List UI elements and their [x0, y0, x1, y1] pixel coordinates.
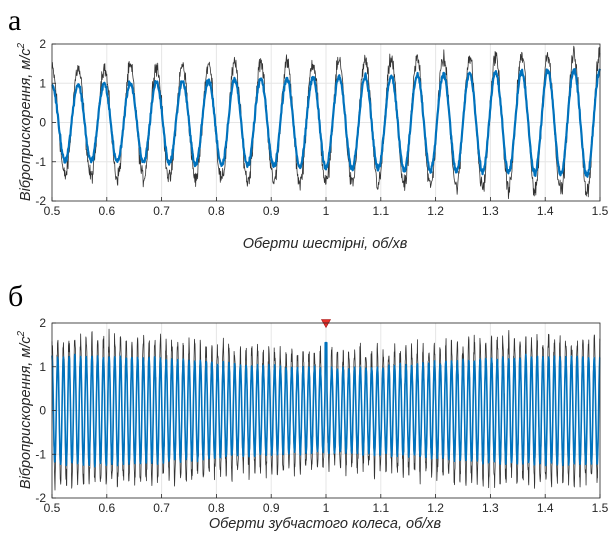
y-axis-label-a: Віброприскорення, м/с2 [16, 43, 34, 202]
panel-a: а 0.5 0.6 0.7 0.8 0.9 1 1.1 1.2 1.3 1.4 1.5 -2 -1 0 1 2… [8, 4, 609, 252]
data-a [51, 45, 602, 200]
y-axis-label-a-text: Віброприскорення, м/с [18, 48, 34, 201]
data-b [51, 319, 601, 491]
x-tick-label: 1.4 [537, 204, 554, 218]
y-tick-label: 0 [39, 404, 46, 418]
panel-b: б 0.5 0.6 0.7 0.8 0.9 1 1.1 1.2 1.3 1.4 1.5 -2 -1 0 1 2… [8, 280, 609, 532]
x-tick-label: 0.9 [263, 501, 280, 515]
peak-marker [320, 319, 332, 329]
x-tick-label: 1.2 [427, 501, 444, 515]
y-tick-label: -2 [35, 194, 46, 208]
x-tick-label: 0.8 [208, 501, 225, 515]
x-tick-label: 0.6 [98, 501, 115, 515]
x-tick-label: 0.7 [153, 204, 170, 218]
x-tick-label: 0.5 [44, 501, 61, 515]
x-tick-label: 1.5 [592, 204, 609, 218]
y-tick-label: -1 [35, 155, 46, 169]
x-tick-label: 1 [323, 501, 330, 515]
x-tick-label: 1 [323, 204, 330, 218]
y-axis-label-b-sup: 2 [16, 331, 27, 338]
panel-label-a: а [8, 4, 21, 37]
x-tick-label: 1.4 [537, 501, 554, 515]
series-filtered-line [51, 341, 601, 468]
y-tick-label: 2 [39, 316, 46, 330]
x-tick-label: 1.3 [482, 501, 499, 515]
x-tick-label: 0.8 [208, 204, 225, 218]
series-filtered-line [51, 68, 602, 178]
y-tick-label: -1 [35, 447, 46, 461]
x-tick-label: 0.7 [153, 501, 170, 515]
x-tick-label: 0.6 [98, 204, 115, 218]
x-tick-label: 0.5 [44, 204, 61, 218]
y-axis-label-a-sup: 2 [16, 43, 27, 50]
y-tick-label: 1 [39, 360, 46, 374]
x-tick-label: 1.5 [592, 501, 609, 515]
y-tick-label: 0 [39, 116, 46, 130]
x-axis-label-b: Оберти зубчастого колеса, об/хв [209, 516, 442, 532]
x-tick-label: 1.3 [482, 204, 499, 218]
ticks-a: 0.5 0.6 0.7 0.8 0.9 1 1.1 1.2 1.3 1.4 1.5 -2 -1 0 1 2 [35, 37, 608, 218]
series-raw-line [51, 45, 601, 200]
x-axis-label-a: Оберти шестірні, об/хв [243, 236, 408, 252]
y-tick-label: -2 [35, 491, 46, 505]
x-tick-label: 1.1 [372, 204, 389, 218]
y-tick-label: 2 [39, 37, 46, 51]
x-tick-label: 0.9 [263, 204, 280, 218]
y-axis-label-b-text: Віброприскорення, м/с [18, 336, 34, 489]
x-tick-label: 1.1 [372, 501, 389, 515]
panel-label-b: б [8, 280, 23, 313]
y-tick-label: 1 [39, 76, 46, 90]
ticks-b: 0.5 0.6 0.7 0.8 0.9 1 1.1 1.2 1.3 1.4 1.5 -2 -1 0 1 2 [35, 316, 608, 515]
x-tick-label: 1.2 [427, 204, 444, 218]
y-axis-label-b: Віброприскорення, м/с2 [16, 331, 34, 490]
